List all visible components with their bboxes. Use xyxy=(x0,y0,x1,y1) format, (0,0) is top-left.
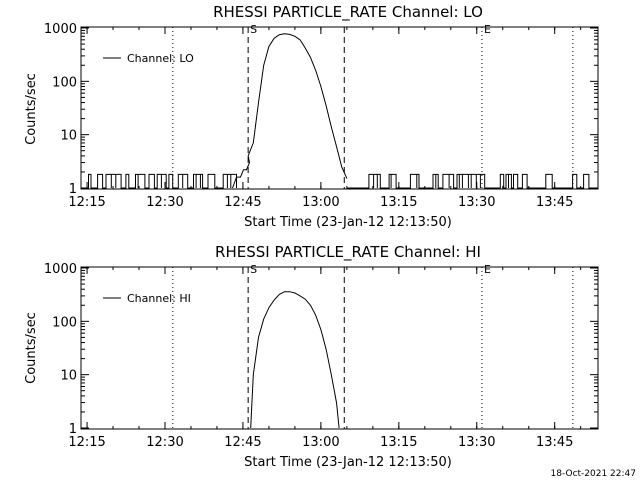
y-tick-label-2: 100 xyxy=(52,75,77,90)
hi-chart-title: RHESSI PARTICLE_RATE Channel: HI xyxy=(215,243,481,262)
lo-background-noise xyxy=(84,155,595,189)
event-marker-label-2: E xyxy=(484,263,491,276)
x-tick-label-2: 12:45 xyxy=(224,195,261,210)
y-tick-label-0: 1 xyxy=(69,182,77,197)
y-tick-label-3: 1000 xyxy=(44,262,77,277)
lo-y-ticks: 1 10 100 1000 xyxy=(44,22,598,197)
lo-plot-frame xyxy=(80,26,599,190)
lo-legend-label: Channel: LO xyxy=(127,52,194,65)
hi-y-ticks: 1 10 100 1000 xyxy=(44,262,598,437)
y-tick-label-2: 100 xyxy=(52,315,77,330)
y-tick-label-0: 1 xyxy=(69,422,77,437)
x-tick-label-0: 12:15 xyxy=(68,435,105,450)
x-tick-label-4: 13:15 xyxy=(380,195,417,210)
x-tick-label-3: 13:00 xyxy=(302,195,339,210)
lo-x-axis-label: Start Time (23-Jan-12 12:13:50) xyxy=(244,215,452,230)
hi-legend: Channel: HI xyxy=(103,292,191,305)
y-tick-label-1: 10 xyxy=(60,369,77,384)
lo-chart-title: RHESSI PARTICLE_RATE Channel: LO xyxy=(213,3,483,22)
footer-timestamp: 18-Oct-2021 22:47 xyxy=(551,469,636,479)
hi-plot-frame xyxy=(80,266,599,430)
x-tick-label-1: 12:30 xyxy=(146,195,183,210)
hi-legend-label: Channel: HI xyxy=(127,292,191,305)
hi-x-ticks: 12:15 12:30 12:45 13:00 13:15 13:30 13:45 xyxy=(68,267,582,450)
x-tick-label-5: 13:30 xyxy=(458,435,495,450)
x-tick-label-2: 12:45 xyxy=(224,435,261,450)
lo-noise-trace xyxy=(84,155,595,189)
event-marker-label-0: S xyxy=(250,23,257,36)
y-tick-label-3: 1000 xyxy=(44,22,77,37)
hi-channel-panel: RHESSI PARTICLE_RATE Channel: HI Start T… xyxy=(24,243,599,470)
lo-series-line xyxy=(247,33,348,179)
hi-series-line xyxy=(250,291,340,429)
x-tick-label-6: 13:45 xyxy=(536,195,573,210)
lo-channel-panel: RHESSI PARTICLE_RATE Channel: LO Start T… xyxy=(24,3,599,230)
x-tick-label-6: 13:45 xyxy=(536,435,573,450)
x-tick-label-1: 12:30 xyxy=(146,435,183,450)
x-tick-label-3: 13:00 xyxy=(302,435,339,450)
hi-y-axis-label: Counts/sec xyxy=(24,312,39,384)
lo-y-axis-label: Counts/sec xyxy=(24,73,39,145)
lo-legend: Channel: LO xyxy=(103,52,194,65)
y-tick-label-1: 10 xyxy=(60,129,77,144)
event-marker-label-0: S xyxy=(250,263,257,276)
event-marker-label-2: E xyxy=(484,23,491,36)
hi-x-axis-label: Start Time (23-Jan-12 12:13:50) xyxy=(244,455,452,470)
x-tick-label-4: 13:15 xyxy=(380,435,417,450)
x-tick-label-5: 13:30 xyxy=(458,195,495,210)
x-tick-label-0: 12:15 xyxy=(68,195,105,210)
